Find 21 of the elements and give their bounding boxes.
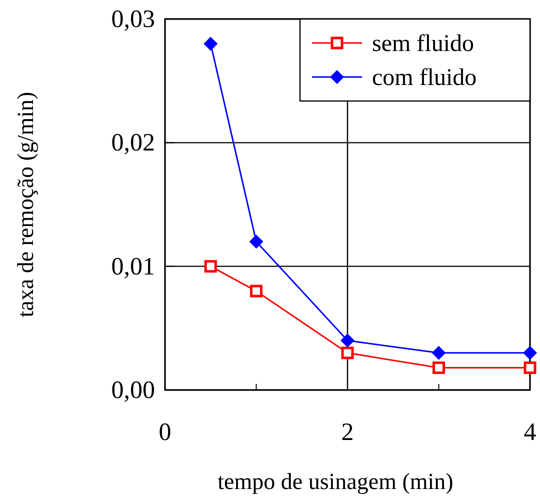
- point: [340, 334, 354, 348]
- y-tick-label: 0,02: [111, 130, 155, 157]
- y-tick-label: 0,01: [111, 253, 155, 280]
- point: [523, 346, 537, 360]
- legend-label: sem fluido: [372, 31, 474, 57]
- point: [432, 346, 446, 360]
- y-axis-title: taxa de remoção (g/min): [13, 92, 38, 318]
- x-tick-label: 0: [158, 419, 172, 446]
- x-tick-label: 2: [341, 419, 354, 446]
- point: [250, 284, 262, 298]
- point: [524, 361, 536, 374]
- y-tick-label: 0,00: [111, 377, 155, 404]
- point: [204, 36, 218, 51]
- x-tick-label: 4: [524, 419, 537, 446]
- x-axis-title: tempo de usinagem (min): [218, 469, 454, 494]
- point: [204, 260, 217, 273]
- point: [249, 234, 264, 249]
- point: [341, 346, 354, 360]
- point: [432, 361, 445, 374]
- y-tick-label: 0,03: [111, 6, 155, 33]
- legend-label: com fluido: [372, 65, 477, 91]
